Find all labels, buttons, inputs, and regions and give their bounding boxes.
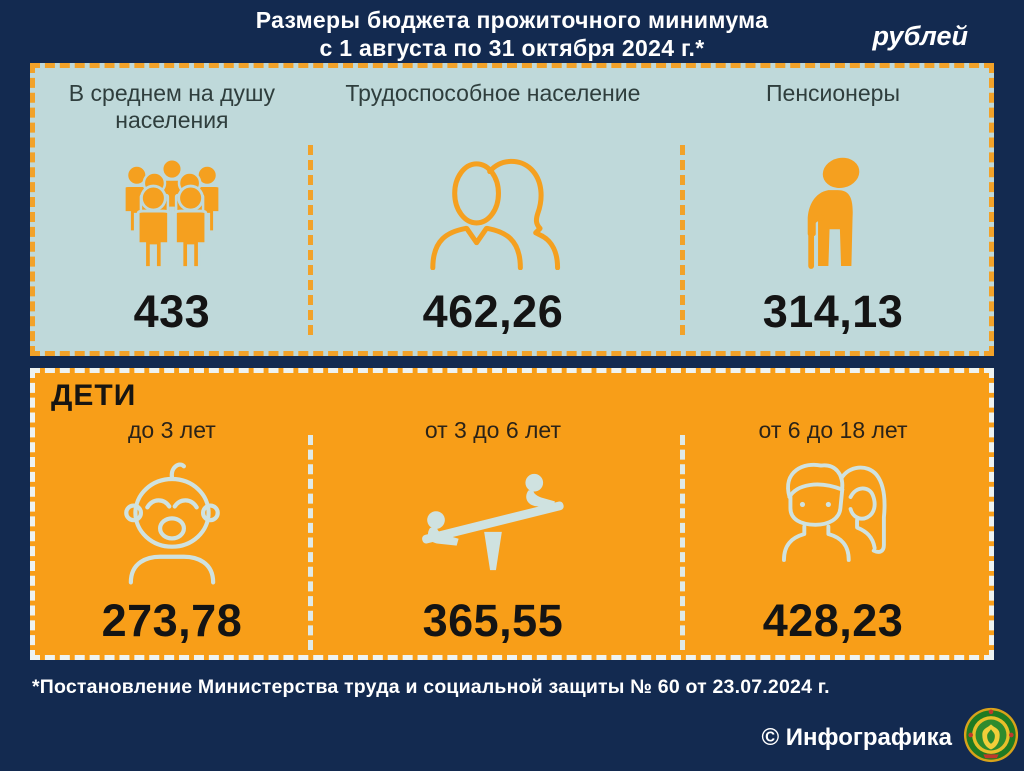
- column-label: Трудоспособное население: [345, 80, 641, 106]
- page-title-line1: Размеры бюджета прожиточного минимума: [255, 7, 769, 33]
- dashed-separator: [308, 435, 313, 650]
- column-label: Пенсионеры: [766, 80, 900, 106]
- column-label: от 3 до 6 лет: [424, 417, 561, 443]
- page-title-line2: с 1 августа по 31 октября 2024 г.*: [319, 35, 705, 62]
- adults-column-working-age: Трудоспособное население 462,26: [309, 68, 677, 351]
- column-label: до 3 лет: [128, 417, 216, 443]
- credit-label: © Инфографика: [761, 723, 952, 751]
- dashed-separator: [680, 145, 685, 335]
- value-6-18: 428,23: [762, 595, 904, 646]
- dashed-separator: [308, 145, 313, 335]
- seesaw-icon: [414, 449, 572, 595]
- value-per-capita: 433: [133, 286, 211, 337]
- column-label: от 6 до 18 лет: [758, 417, 908, 443]
- footnote: *Постановление Министерства труда и соци…: [32, 676, 830, 698]
- children-column-6-18: от 6 до 18 лет: [677, 373, 989, 655]
- adults-column-pensioners: Пенсионеры 314,13: [677, 68, 989, 351]
- adults-column-per-capita: В среднем на душу населения: [35, 68, 309, 351]
- value-working-age: 462,26: [422, 286, 564, 337]
- credit-block: © Инфографика: [761, 706, 1020, 769]
- children-section-title: ДЕТИ: [51, 379, 137, 412]
- page-title: Размеры бюджета прожиточного минимума с …: [0, 6, 1024, 62]
- value-3-6: 365,55: [422, 595, 564, 646]
- dashed-separator: [680, 435, 685, 650]
- children-column-0-3: до 3 лет: [35, 373, 309, 655]
- crowd-icon: [109, 138, 235, 286]
- value-pensioners: 314,13: [762, 286, 904, 337]
- adults-pair-icon: [419, 138, 567, 286]
- children-column-3-6: от 3 до 6 лет 365,55: [309, 373, 677, 655]
- column-label: В среднем на душу населения: [68, 80, 275, 134]
- value-0-3: 273,78: [101, 595, 243, 646]
- baby-icon: [108, 449, 236, 595]
- ministry-emblem-icon: [962, 706, 1020, 769]
- children-panel: ДЕТИ до 3 лет: [30, 368, 994, 660]
- adults-panel: В среднем на душу населения: [30, 63, 994, 356]
- teens-icon: [764, 449, 902, 595]
- currency-label: рублей: [872, 21, 968, 51]
- pensioner-icon: [787, 138, 879, 286]
